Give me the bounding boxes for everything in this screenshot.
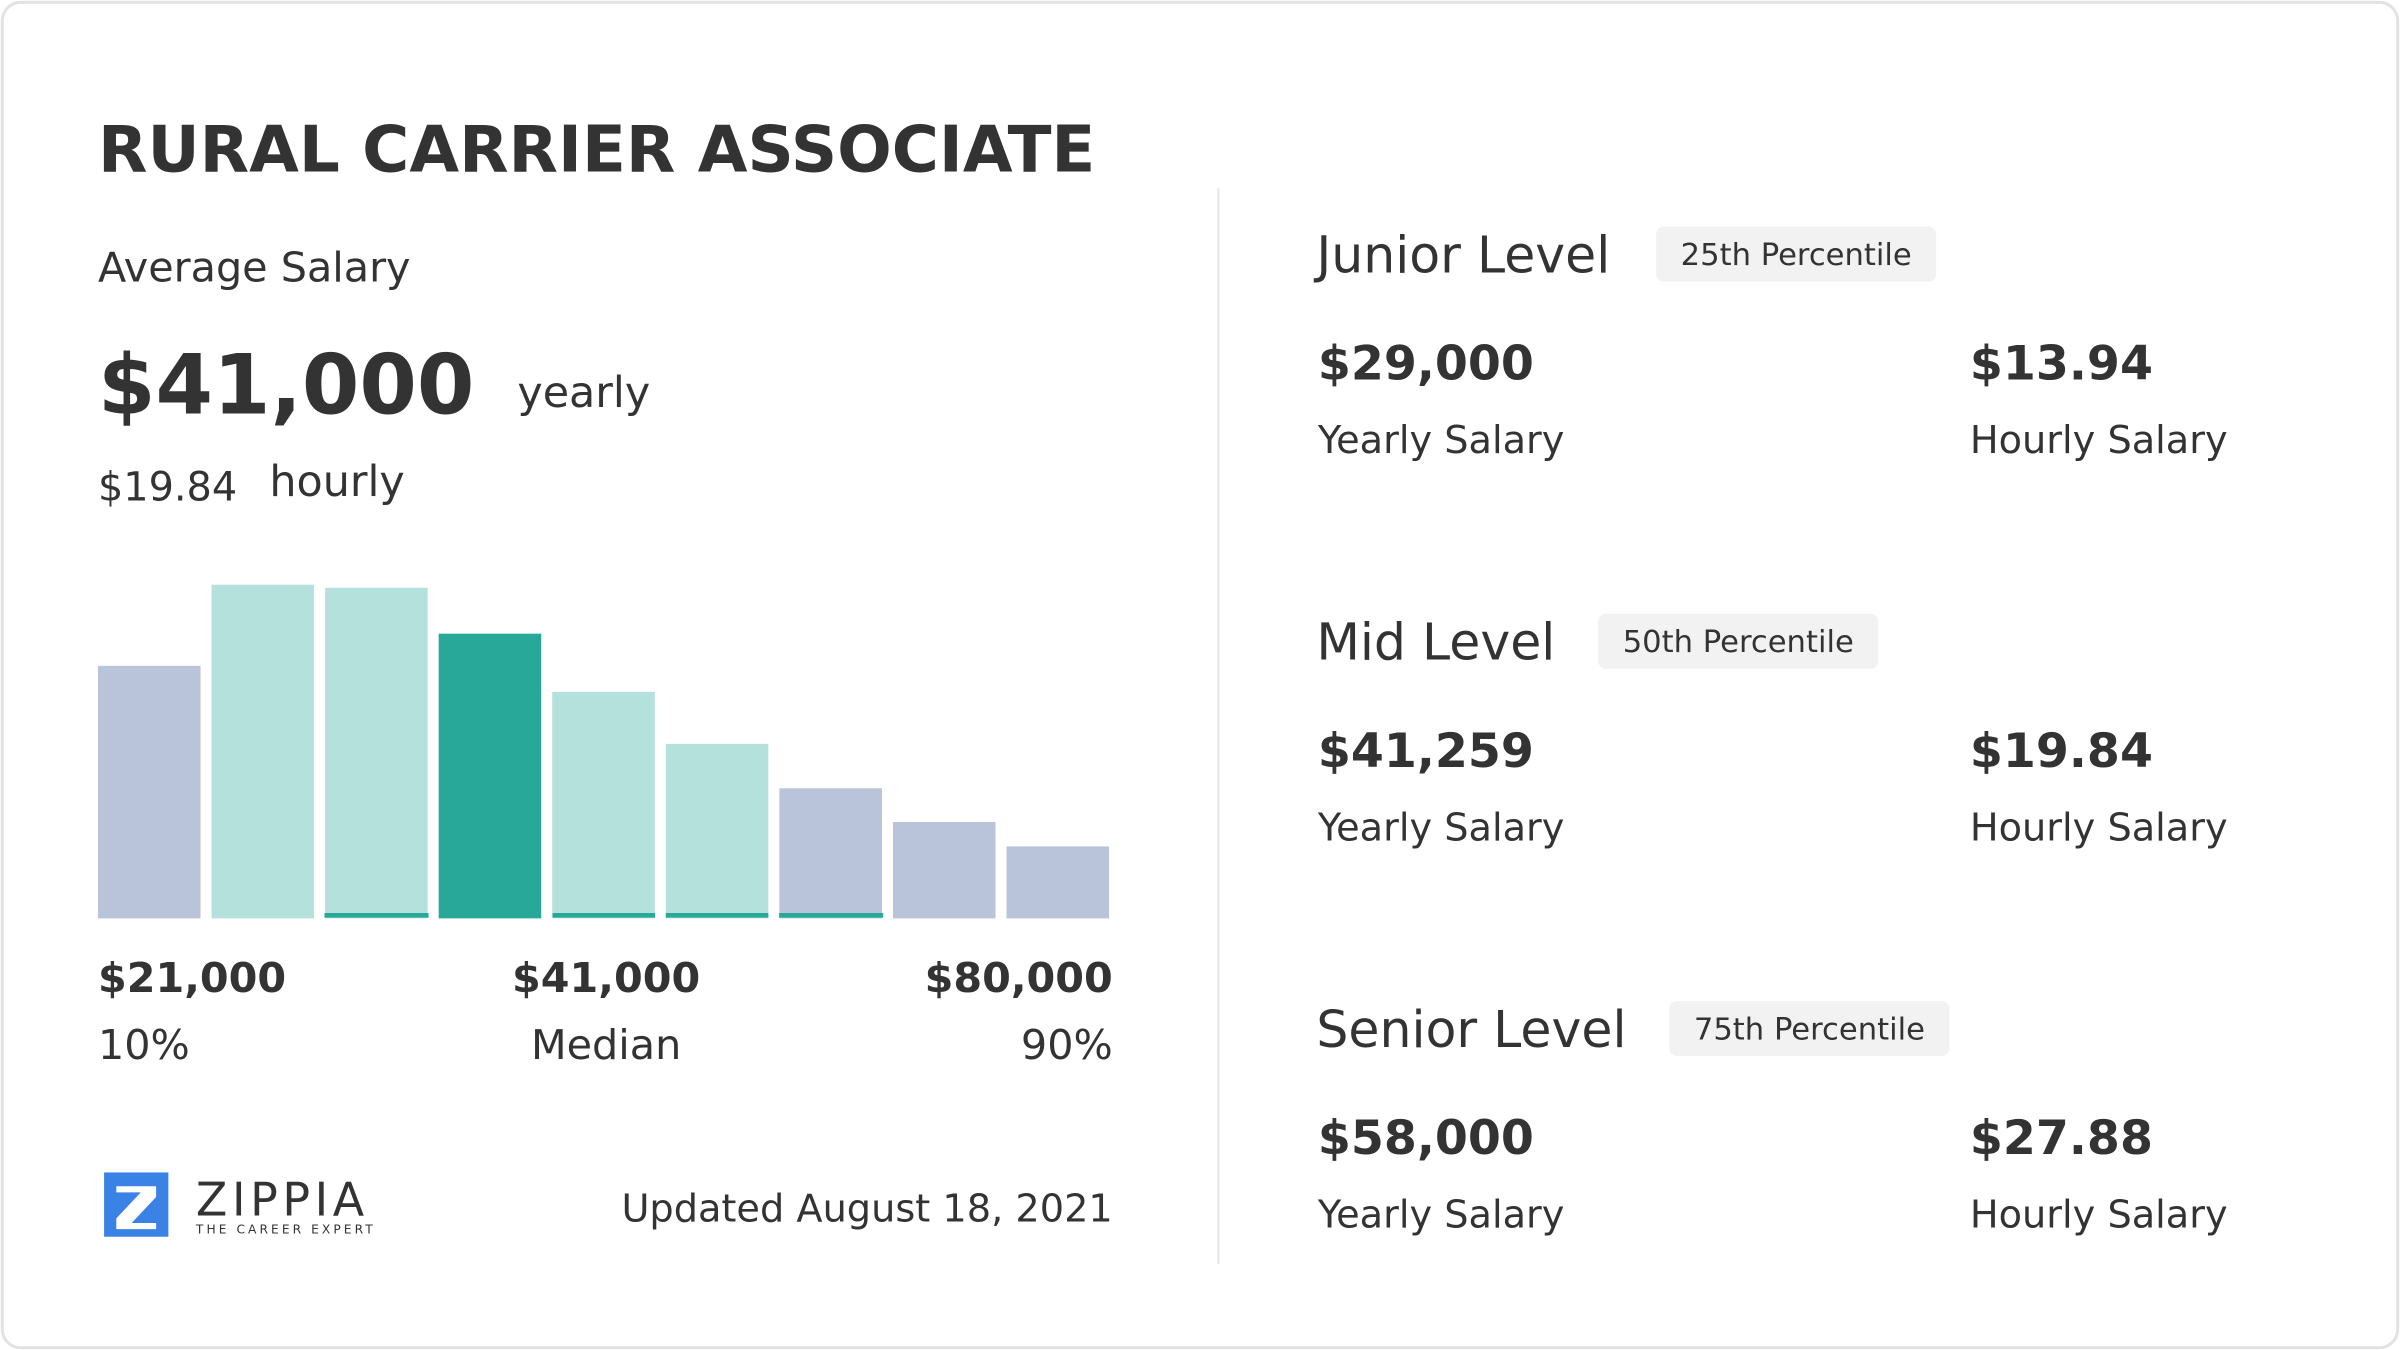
levels: Junior Level 25th Percentile $29,000 Yearly… xyxy=(1313,225,2227,1237)
tagline: THE CAREER EXPERT xyxy=(195,1223,376,1237)
yearly-amount: $58,000 xyxy=(1318,1111,1534,1166)
hourly-amount: $19.84 xyxy=(1970,724,2153,779)
yearly-label: Yearly Salary xyxy=(1317,1193,1565,1238)
percentile-badge xyxy=(1598,613,1879,669)
bar xyxy=(892,821,996,919)
updated: Updated August 18, 2021 xyxy=(621,1186,1112,1231)
bar xyxy=(665,743,769,919)
histogram xyxy=(97,584,1110,919)
title: RURAL CARRIER ASSOCIATE xyxy=(98,112,1095,187)
logo-icon xyxy=(104,1172,169,1237)
yearly-label: Yearly Salary xyxy=(1317,418,1565,463)
yearly-unit: yearly xyxy=(517,368,650,418)
percentile: 75th Percentile xyxy=(1694,1012,1925,1047)
yearly-amount: $41,000 xyxy=(98,337,474,433)
hourly-amount: $19.84 xyxy=(98,465,237,511)
scale-label: 90% xyxy=(1021,1021,1113,1069)
scale-amount: $41,000 xyxy=(512,954,700,1002)
bar xyxy=(211,584,315,919)
scale-amount: $80,000 xyxy=(925,954,1113,1002)
scale-label: 10% xyxy=(98,1021,190,1069)
scale-label: Median xyxy=(531,1021,681,1069)
hourly-amount: $13.94 xyxy=(1970,337,2153,392)
percentile-badge xyxy=(1656,226,1937,282)
bar xyxy=(438,633,542,919)
hourly-unit: hourly xyxy=(269,457,404,507)
level-name: Mid Level xyxy=(1316,613,1555,672)
level-name: Senior Level xyxy=(1316,1000,1626,1059)
percentile: 25th Percentile xyxy=(1681,238,1912,273)
bar xyxy=(779,788,882,919)
average-label: Average Salary xyxy=(98,244,411,292)
scale-amount: $21,000 xyxy=(98,954,286,1002)
bar xyxy=(552,691,655,919)
yearly-label: Yearly Salary xyxy=(1317,805,1565,850)
yearly-amount: $41,259 xyxy=(1318,724,1534,779)
hourly-amount: $27.88 xyxy=(1970,1111,2153,1166)
brand: ZIPPIA xyxy=(196,1172,369,1226)
hourly-label: Hourly Salary xyxy=(1970,805,2228,850)
hourly-label: Hourly Salary xyxy=(1970,1193,2228,1238)
percentile-badge xyxy=(1669,1001,1950,1057)
level-name: Junior Level xyxy=(1313,225,1610,284)
bar xyxy=(1006,846,1110,919)
hourly-label: Hourly Salary xyxy=(1970,418,2228,463)
percentile: 50th Percentile xyxy=(1623,625,1854,660)
bar xyxy=(97,665,201,919)
bar xyxy=(325,587,428,919)
yearly-amount: $29,000 xyxy=(1318,337,1534,392)
